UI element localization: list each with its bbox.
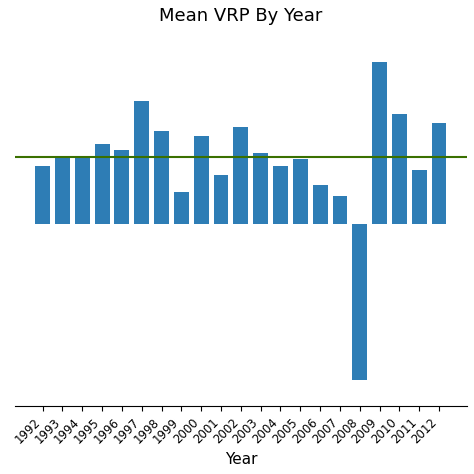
Bar bbox=[253, 153, 268, 224]
Bar bbox=[352, 224, 367, 380]
Bar bbox=[432, 123, 447, 224]
Title: Mean VRP By Year: Mean VRP By Year bbox=[159, 7, 322, 25]
Bar bbox=[194, 136, 209, 224]
X-axis label: Year: Year bbox=[225, 452, 257, 467]
Bar bbox=[233, 127, 248, 224]
Bar bbox=[35, 166, 50, 224]
Bar bbox=[95, 144, 109, 224]
Bar bbox=[412, 170, 427, 224]
Bar bbox=[333, 196, 347, 224]
Bar bbox=[55, 157, 70, 224]
Bar bbox=[293, 159, 308, 224]
Bar bbox=[114, 150, 129, 224]
Bar bbox=[154, 131, 169, 224]
Bar bbox=[134, 101, 149, 224]
Bar bbox=[75, 158, 90, 224]
Bar bbox=[214, 175, 228, 224]
Bar bbox=[273, 166, 288, 224]
Bar bbox=[313, 185, 328, 224]
Bar bbox=[372, 62, 387, 224]
Bar bbox=[392, 114, 407, 224]
Bar bbox=[174, 192, 189, 224]
